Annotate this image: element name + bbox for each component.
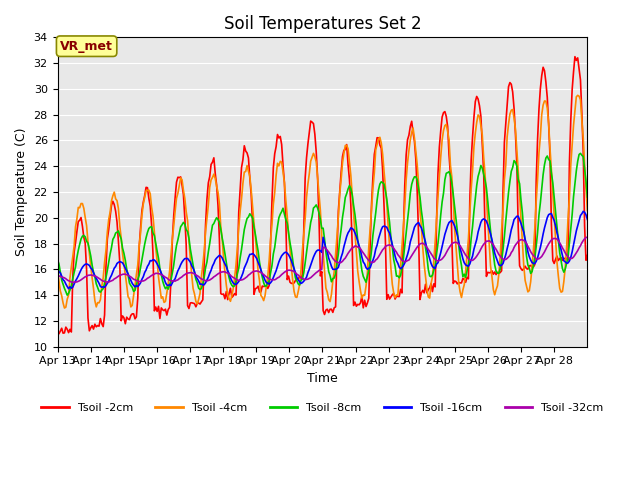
Tsoil -4cm [574, 93, 582, 98]
Tsoil -16cm [328, 264, 335, 269]
Tsoil -8cm [584, 194, 591, 200]
Tsoil -16cm [54, 266, 61, 272]
Tsoil -32cm [580, 236, 588, 242]
Tsoil -8cm [54, 257, 61, 263]
Line: Tsoil -16cm: Tsoil -16cm [58, 211, 588, 288]
Legend: Tsoil -2cm, Tsoil -4cm, Tsoil -8cm, Tsoil -16cm, Tsoil -32cm: Tsoil -2cm, Tsoil -4cm, Tsoil -8cm, Tsoi… [37, 399, 608, 418]
Line: Tsoil -8cm: Tsoil -8cm [58, 153, 588, 295]
Tsoil -16cm [73, 276, 81, 281]
Tsoil -16cm [433, 261, 440, 267]
Tsoil -2cm [55, 331, 63, 336]
Tsoil -16cm [90, 270, 97, 276]
Line: Tsoil -4cm: Tsoil -4cm [58, 96, 588, 308]
Tsoil -2cm [73, 228, 81, 234]
Tsoil -16cm [582, 212, 590, 218]
Tsoil -2cm [433, 216, 440, 222]
Tsoil -16cm [584, 216, 591, 222]
Tsoil -2cm [584, 252, 591, 258]
X-axis label: Time: Time [307, 372, 338, 385]
Tsoil -4cm [328, 291, 335, 297]
Tsoil -4cm [73, 216, 81, 222]
Tsoil -8cm [511, 159, 519, 165]
Tsoil -32cm [90, 273, 97, 279]
Tsoil -4cm [54, 268, 61, 274]
Tsoil -4cm [582, 186, 590, 192]
Tsoil -2cm [582, 257, 590, 263]
Tsoil -16cm [65, 286, 72, 291]
Tsoil -8cm [63, 292, 71, 298]
Tsoil -2cm [511, 131, 519, 136]
Tsoil -8cm [433, 251, 440, 257]
Tsoil -2cm [328, 306, 335, 312]
Tsoil -2cm [571, 54, 579, 60]
Tsoil -4cm [584, 207, 591, 213]
Tsoil -4cm [61, 305, 68, 311]
Tsoil -8cm [582, 179, 590, 184]
Tsoil -4cm [90, 286, 97, 291]
Tsoil -32cm [511, 242, 519, 248]
Text: VR_met: VR_met [60, 40, 113, 53]
Tsoil -8cm [73, 254, 81, 260]
Title: Soil Temperatures Set 2: Soil Temperatures Set 2 [223, 15, 421, 33]
Tsoil -16cm [579, 208, 587, 214]
Tsoil -16cm [511, 215, 519, 221]
Tsoil -32cm [73, 279, 81, 285]
Tsoil -8cm [328, 279, 335, 285]
Tsoil -32cm [54, 273, 61, 278]
Tsoil -8cm [90, 269, 97, 275]
Y-axis label: Soil Temperature (C): Soil Temperature (C) [15, 128, 28, 256]
Tsoil -32cm [433, 258, 440, 264]
Tsoil -32cm [70, 279, 78, 285]
Tsoil -32cm [328, 253, 335, 259]
Tsoil -4cm [433, 216, 440, 222]
Tsoil -8cm [577, 150, 584, 156]
Tsoil -2cm [90, 326, 97, 332]
Tsoil -4cm [511, 126, 519, 132]
Line: Tsoil -2cm: Tsoil -2cm [58, 57, 588, 334]
Line: Tsoil -32cm: Tsoil -32cm [58, 237, 588, 282]
Tsoil -32cm [584, 234, 591, 240]
Tsoil -2cm [54, 329, 61, 335]
